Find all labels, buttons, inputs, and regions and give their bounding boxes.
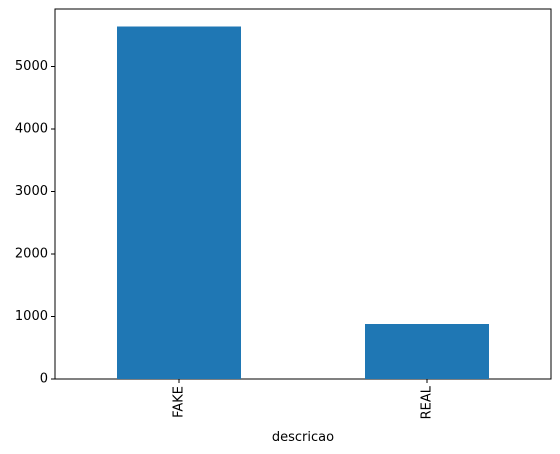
y-tick-label: 0	[40, 372, 48, 387]
plot-area: 0 1000 2000 3000 4000 5000 FAKE REAL	[15, 8, 552, 419]
y-tick-label: 3000	[15, 184, 48, 199]
y-tick-label: 2000	[15, 247, 48, 262]
x-tick-label-fake: FAKE	[172, 386, 187, 418]
y-axis: 0 1000 2000 3000 4000 5000	[15, 59, 55, 387]
y-tick-label: 4000	[15, 122, 48, 137]
x-tick-label-real: REAL	[420, 385, 435, 419]
plot-frame	[54, 8, 552, 380]
x-axis-label: descricao	[272, 430, 334, 445]
bar-fake	[117, 26, 241, 379]
bars	[117, 26, 489, 379]
y-tick-label: 1000	[15, 309, 48, 324]
y-tick-label: 5000	[15, 59, 48, 74]
x-axis: FAKE REAL	[172, 379, 435, 419]
bar-real	[365, 324, 489, 379]
